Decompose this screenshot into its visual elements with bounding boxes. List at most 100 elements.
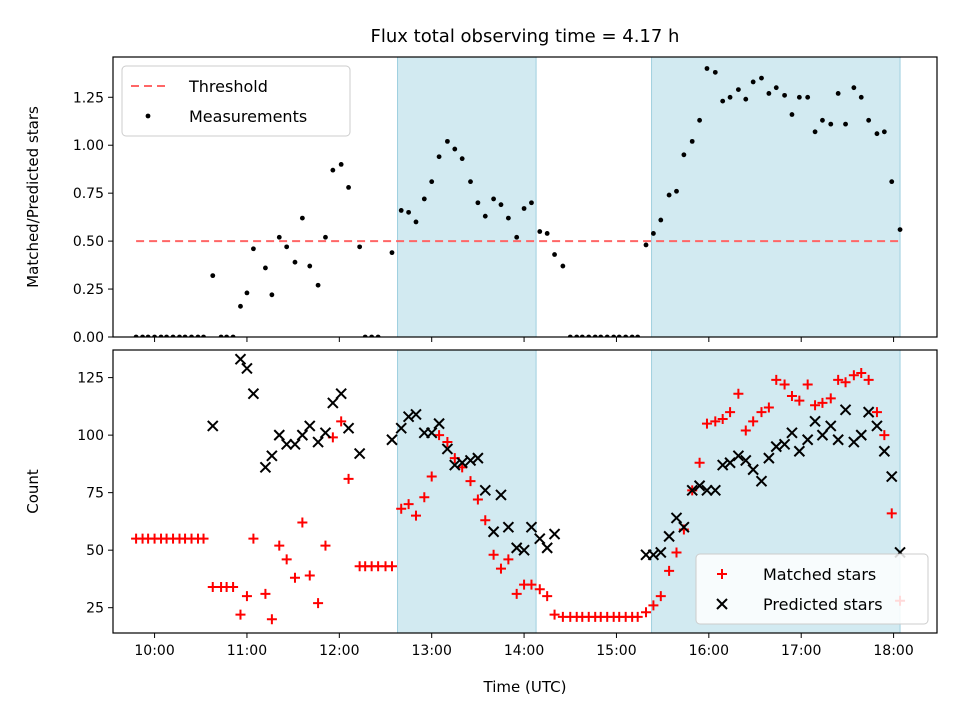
data-point [319,427,332,439]
data-point [442,437,453,448]
data-point [289,572,300,583]
data-point [263,265,268,271]
data-point [825,420,837,432]
y-tick-label: 100 [77,428,104,444]
data-point [304,570,315,581]
data-point [482,213,488,219]
data-point [701,418,712,429]
legend-swatch [717,569,727,579]
data-point [655,591,666,602]
data-point [874,131,880,137]
data-point [544,231,550,236]
data-point [632,611,643,622]
data-point [733,388,744,399]
data-point [693,480,706,492]
data-point [436,154,442,160]
data-point [816,429,829,441]
data-point [266,614,277,625]
data-point [651,231,656,236]
data-point [778,438,791,451]
data-point [866,117,872,123]
x-tick-label: 13:00 [412,643,452,659]
data-point [338,161,344,167]
data-point [406,209,412,215]
data-point [839,404,852,416]
y-tick-label: 50 [86,543,104,559]
data-point [704,66,710,71]
data-point [330,167,336,173]
data-point [537,229,543,234]
data-point [655,546,667,559]
data-point [886,470,898,483]
data-point [472,494,483,505]
data-point [269,292,275,298]
data-point [759,75,764,81]
data-point [456,457,468,469]
y-tick-label: 125 [77,371,104,387]
data-point [889,179,895,185]
data-point [445,138,450,144]
data-point [251,246,256,252]
data-point [433,417,445,430]
data-point [296,429,309,441]
data-point [241,591,252,602]
x-tick-label: 14:00 [504,643,544,659]
data-point [879,430,890,441]
data-point [820,117,825,123]
data-point [858,94,864,100]
data-point [782,92,787,98]
data-point [697,117,702,123]
data-point [472,452,484,464]
data-point [712,69,718,75]
data-point [786,427,798,439]
legend-label: Measurements [189,107,307,126]
data-point [259,461,272,474]
data-point [840,377,851,388]
data-point [717,414,728,425]
data-point [658,217,664,223]
data-point [735,87,741,93]
data-point [402,411,415,423]
data-point [743,96,749,102]
data-point [244,290,250,296]
data-point [740,454,752,467]
data-point [851,85,857,91]
data-point [313,598,324,609]
data-point [327,397,339,409]
x-tick-label: 16:00 [689,643,729,659]
data-point [755,475,768,487]
data-point [833,374,844,385]
data-point [304,420,316,432]
data-point [812,129,818,135]
data-point [897,227,903,233]
y-tick-label: 0.75 [73,186,104,202]
data-point [292,259,298,265]
series-plus [131,368,906,625]
data-point [274,540,285,551]
data-point [468,179,473,185]
legend-label: Threshold [188,77,268,96]
data-point [386,434,398,446]
data-point [389,250,395,256]
data-point [720,98,726,104]
data-point [716,459,729,471]
data-point [681,152,687,158]
data-point [488,549,499,560]
y-tick-label: 25 [86,601,104,617]
data-point [495,489,507,501]
x-tick-label: 11:00 [227,643,267,659]
data-point [234,353,247,365]
data-point [434,430,445,441]
data-point [335,388,347,400]
data-point [725,407,736,418]
data-point [353,447,366,460]
data-point [526,579,537,590]
data-point [514,234,520,240]
data-point [210,273,216,279]
data-point [647,549,660,561]
data-point [429,179,435,185]
data-point [881,129,887,135]
data-point [248,533,259,544]
data-point [273,429,285,441]
